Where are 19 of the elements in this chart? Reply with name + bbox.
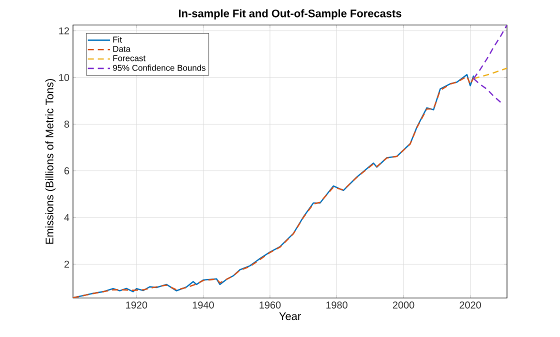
legend-label: Forecast <box>113 55 146 62</box>
x-tick-label: 1980 <box>326 302 348 309</box>
y-tick-label: 2 <box>64 260 69 268</box>
x-tick-label: 1960 <box>260 302 281 309</box>
legend-label: Data <box>113 46 130 52</box>
x-tick-label: 1920 <box>126 302 148 309</box>
x-tick-label: 1940 <box>192 302 214 309</box>
y-axis-title: Emissions (Billions of Metric Tons) <box>45 79 56 244</box>
legend-label: Fit <box>113 36 122 43</box>
legend-label: 95% Confidence Bounds <box>113 64 206 71</box>
x-tick-label: 2000 <box>392 302 414 309</box>
y-tick-label: 4 <box>64 214 70 221</box>
y-tick-label: 8 <box>64 120 70 128</box>
chart-title: In-sample Fit and Out-of-Sample Forecasts <box>179 9 402 20</box>
x-tick-label: 2020 <box>460 302 481 309</box>
y-tick-label: 12 <box>59 27 69 34</box>
y-tick-label: 10 <box>59 74 70 82</box>
y-tick-label: 6 <box>64 167 70 174</box>
x-axis-title: Year <box>279 312 301 320</box>
